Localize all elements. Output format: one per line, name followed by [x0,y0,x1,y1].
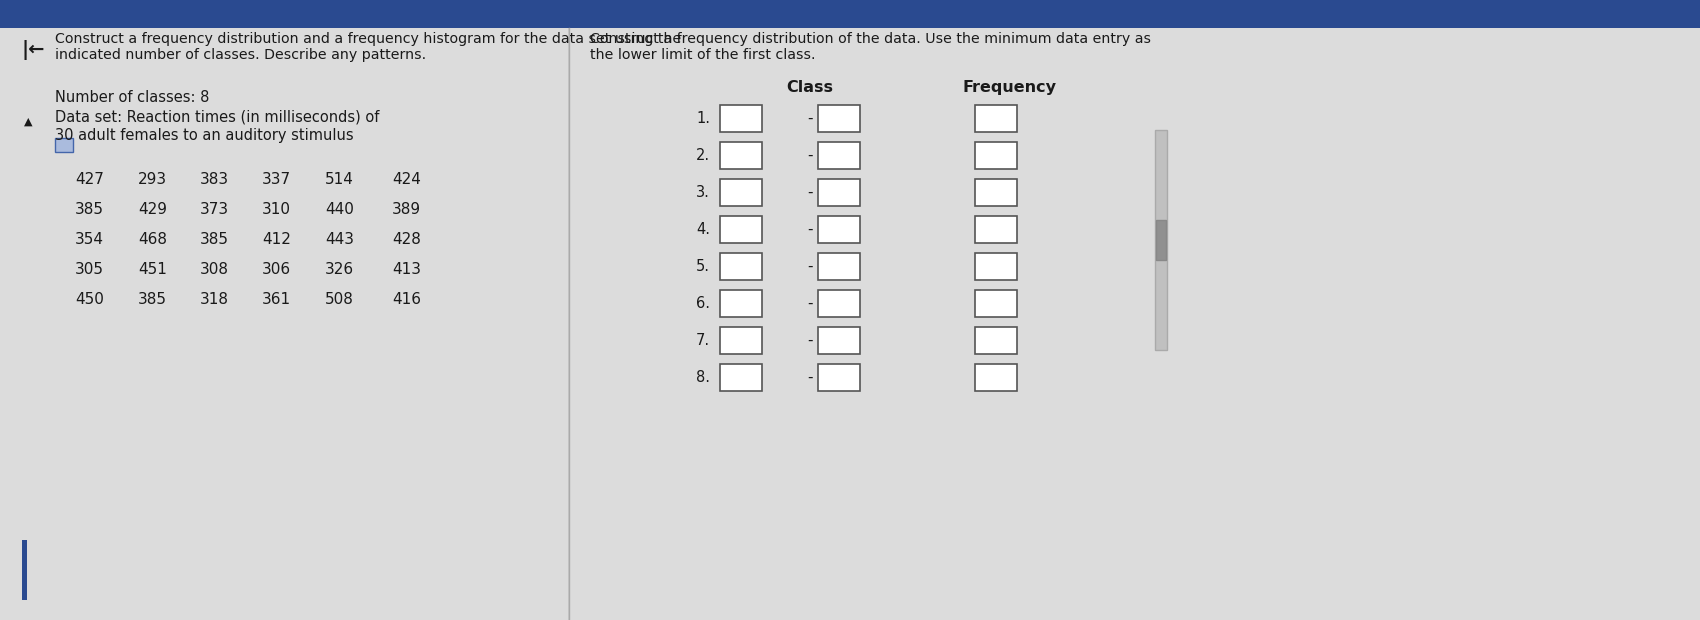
Bar [721,327,762,354]
Text: indicated number of classes. Describe any patterns.: indicated number of classes. Describe an… [54,48,427,62]
Text: |←: |← [22,40,46,60]
Bar [818,290,860,317]
Text: -: - [808,148,813,163]
Text: -: - [808,111,813,126]
Text: -: - [808,222,813,237]
Text: 440: 440 [325,202,354,217]
Bar [0,28,568,620]
Text: 6.: 6. [695,296,711,311]
Bar [818,179,860,206]
Bar [818,253,860,280]
Text: 508: 508 [325,292,354,307]
Text: Construct a frequency distribution of the data. Use the minimum data entry as: Construct a frequency distribution of th… [590,32,1151,46]
Text: 416: 416 [393,292,422,307]
Text: 4.: 4. [695,222,711,237]
Bar [721,142,762,169]
Text: 306: 306 [262,262,291,277]
Text: 385: 385 [138,292,167,307]
Text: 7.: 7. [695,333,711,348]
Text: 451: 451 [138,262,167,277]
Text: 305: 305 [75,262,104,277]
Bar [976,364,1017,391]
Text: 468: 468 [138,232,167,247]
Bar [976,253,1017,280]
Text: -: - [808,296,813,311]
Bar [976,142,1017,169]
Text: 389: 389 [393,202,422,217]
Bar [0,0,1700,28]
Text: 337: 337 [262,172,291,187]
Bar [818,327,860,354]
Bar [1156,220,1166,260]
Text: the lower limit of the first class.: the lower limit of the first class. [590,48,816,62]
Text: 308: 308 [201,262,230,277]
Bar [976,327,1017,354]
Text: 373: 373 [201,202,230,217]
Text: 310: 310 [262,202,291,217]
Bar [818,364,860,391]
Bar [818,142,860,169]
Text: -: - [808,333,813,348]
Text: Number of classes: 8: Number of classes: 8 [54,90,209,105]
Text: 5.: 5. [695,259,711,274]
Bar [818,105,860,132]
Text: 30 adult females to an auditory stimulus: 30 adult females to an auditory stimulus [54,128,354,143]
Bar [721,179,762,206]
Text: 514: 514 [325,172,354,187]
Bar [22,540,27,600]
Text: 361: 361 [262,292,291,307]
Bar [818,216,860,243]
Text: 428: 428 [393,232,422,247]
Bar [570,28,1700,620]
Text: Class: Class [787,80,833,95]
Text: Construct a frequency distribution and a frequency histogram for the data set us: Construct a frequency distribution and a… [54,32,682,46]
Text: -: - [808,185,813,200]
Bar [721,364,762,391]
Bar [976,216,1017,243]
Text: 385: 385 [75,202,104,217]
Text: -: - [808,259,813,274]
Bar [976,179,1017,206]
Text: 385: 385 [201,232,230,247]
Text: -: - [808,370,813,385]
Text: Frequency: Frequency [962,80,1057,95]
Text: 429: 429 [138,202,167,217]
Bar [721,216,762,243]
Bar [721,253,762,280]
Text: 326: 326 [325,262,354,277]
Text: 293: 293 [138,172,167,187]
Text: 2.: 2. [695,148,711,163]
Bar [1154,130,1166,350]
Text: 8.: 8. [695,370,711,385]
Bar [721,105,762,132]
Text: 1.: 1. [695,111,711,126]
Text: 413: 413 [393,262,422,277]
Bar [976,105,1017,132]
Text: 427: 427 [75,172,104,187]
Text: 443: 443 [325,232,354,247]
Bar [54,138,73,152]
Text: 412: 412 [262,232,291,247]
Text: Data set: Reaction times (in milliseconds) of: Data set: Reaction times (in millisecond… [54,110,379,125]
Text: 424: 424 [393,172,422,187]
Text: 383: 383 [201,172,230,187]
Text: 450: 450 [75,292,104,307]
Bar [721,290,762,317]
Text: 354: 354 [75,232,104,247]
Text: 318: 318 [201,292,230,307]
Text: 3.: 3. [695,185,711,200]
Text: ▲: ▲ [24,117,32,127]
Bar [976,290,1017,317]
